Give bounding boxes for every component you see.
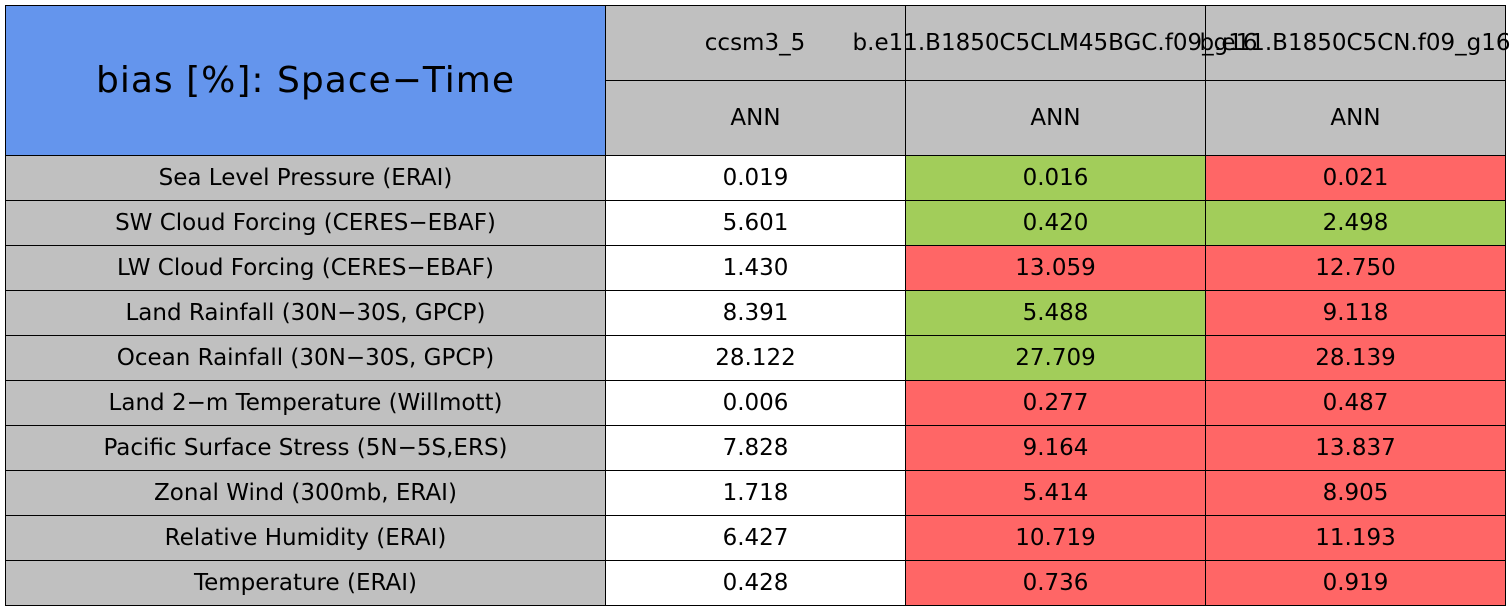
value-cell: 12.750 (1205, 245, 1506, 291)
row-label: Pacific Surface Stress (5N−5S,ERS) (5, 425, 606, 471)
value-cell: 0.420 (905, 200, 1206, 246)
value-cell: 5.601 (605, 200, 906, 246)
season-cell: ANN (905, 80, 1206, 156)
row-label: Relative Humidity (ERAI) (5, 515, 606, 561)
value-cell: 5.488 (905, 290, 1206, 336)
value-cell: 27.709 (905, 335, 1206, 381)
value-cell: 6.427 (605, 515, 906, 561)
value-cell: 13.837 (1205, 425, 1506, 471)
season-cell: ANN (1205, 80, 1506, 156)
column-header-cell (905, 5, 1206, 81)
column-name: b.e11.B1850C5CLM45BGC.f09_g16 (852, 29, 1258, 56)
column-header-cell (605, 5, 906, 81)
value-cell: 0.736 (905, 560, 1206, 606)
value-cell: 0.019 (605, 155, 906, 201)
row-label: LW Cloud Forcing (CERES−EBAF) (5, 245, 606, 291)
value-cell: 1.430 (605, 245, 906, 291)
column-name: ccsm3_5 (704, 29, 806, 56)
row-label: Zonal Wind (300mb, ERAI) (5, 470, 606, 516)
value-cell: 10.719 (905, 515, 1206, 561)
row-label: Land Rainfall (30N−30S, GPCP) (5, 290, 606, 336)
value-cell: 2.498 (1205, 200, 1506, 246)
row-label: Ocean Rainfall (30N−30S, GPCP) (5, 335, 606, 381)
title-cell: bias [%]: Space−Time (5, 5, 606, 156)
value-cell: 8.905 (1205, 470, 1506, 516)
value-cell: 0.016 (905, 155, 1206, 201)
value-cell: 0.428 (605, 560, 906, 606)
value-cell: 7.828 (605, 425, 906, 471)
value-cell: 0.919 (1205, 560, 1506, 606)
value-cell: 1.718 (605, 470, 906, 516)
value-cell: 8.391 (605, 290, 906, 336)
column-name: b.e11.B1850C5CN.f09_g16 (1199, 29, 1510, 56)
value-cell: 0.021 (1205, 155, 1506, 201)
value-cell: 9.118 (1205, 290, 1506, 336)
row-label: Land 2−m Temperature (Willmott) (5, 380, 606, 426)
value-cell: 28.122 (605, 335, 906, 381)
row-label: Temperature (ERAI) (5, 560, 606, 606)
value-cell: 0.487 (1205, 380, 1506, 426)
value-cell: 0.006 (605, 380, 906, 426)
value-cell: 28.139 (1205, 335, 1506, 381)
season-cell: ANN (605, 80, 906, 156)
row-label: SW Cloud Forcing (CERES−EBAF) (5, 200, 606, 246)
value-cell: 13.059 (905, 245, 1206, 291)
value-cell: 9.164 (905, 425, 1206, 471)
row-label: Sea Level Pressure (ERAI) (5, 155, 606, 201)
value-cell: 0.277 (905, 380, 1206, 426)
value-cell: 5.414 (905, 470, 1206, 516)
value-cell: 11.193 (1205, 515, 1506, 561)
